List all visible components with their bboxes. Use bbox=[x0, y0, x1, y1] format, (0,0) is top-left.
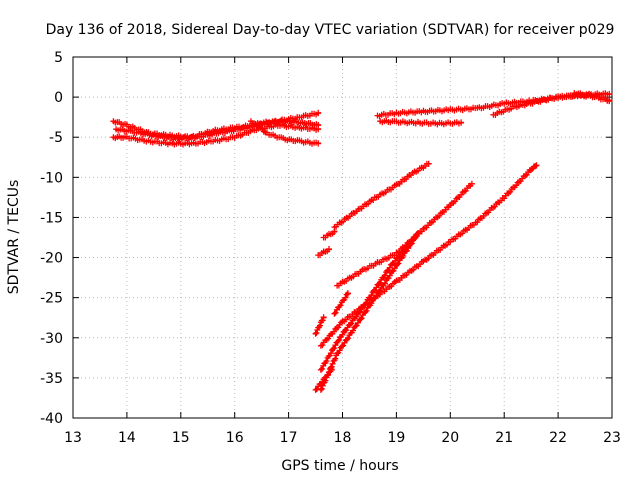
series-track-c3 bbox=[320, 228, 338, 241]
series-track-c7 bbox=[317, 162, 540, 349]
series-markers bbox=[315, 246, 332, 259]
series-track-b2 bbox=[377, 117, 465, 128]
x-tick-label: 14 bbox=[118, 430, 136, 446]
series-track-a4 bbox=[247, 118, 322, 147]
x-tick-label: 22 bbox=[549, 430, 567, 446]
x-tick-label: 20 bbox=[441, 430, 459, 446]
series-track-c9 bbox=[331, 290, 351, 317]
x-axis-title: GPS time / hours bbox=[281, 458, 398, 474]
series-markers bbox=[312, 314, 327, 337]
x-tick-label: 13 bbox=[64, 430, 82, 446]
x-tick-label: 18 bbox=[334, 430, 352, 446]
y-tick-label: -40 bbox=[40, 411, 63, 427]
series-markers bbox=[377, 117, 465, 128]
series-track-c10 bbox=[312, 366, 335, 393]
series-track-b4 bbox=[571, 90, 613, 105]
series-markers bbox=[571, 90, 613, 105]
y-tick-label: 0 bbox=[54, 90, 63, 106]
series-track-c2 bbox=[315, 246, 332, 259]
y-axis-title: SDTVAR / TECUs bbox=[6, 180, 22, 295]
series-markers bbox=[312, 366, 335, 393]
series-markers bbox=[334, 180, 475, 289]
x-tick-label: 23 bbox=[603, 430, 621, 446]
series-markers bbox=[317, 162, 540, 349]
y-tick-label: -5 bbox=[49, 130, 63, 146]
y-tick-label: -35 bbox=[40, 371, 63, 387]
axis-ticks: 13 14 15 16 17 18 19 20 21 22 23 5 0 -5 -10 -15 -20 -25 -3… bbox=[40, 50, 621, 446]
series-track-c8 bbox=[312, 314, 327, 337]
x-tick-label: 21 bbox=[495, 430, 513, 446]
series-markers bbox=[317, 230, 421, 393]
x-tick-label: 16 bbox=[226, 430, 244, 446]
y-tick-label: 5 bbox=[54, 50, 63, 66]
series-track-a2 bbox=[110, 121, 322, 148]
series-markers bbox=[247, 118, 322, 147]
series-track-c4 bbox=[334, 180, 475, 289]
series-markers bbox=[110, 121, 322, 148]
grid-lines bbox=[73, 57, 612, 418]
data-points bbox=[110, 90, 613, 393]
chart-title: Day 136 of 2018, Sidereal Day-to-day VTE… bbox=[46, 22, 615, 38]
series-markers bbox=[331, 290, 351, 317]
series-markers bbox=[320, 228, 338, 241]
x-tick-label: 17 bbox=[280, 430, 298, 446]
y-tick-label: -20 bbox=[40, 251, 63, 267]
series-track-c1 bbox=[331, 160, 432, 231]
x-tick-label: 19 bbox=[387, 430, 405, 446]
y-tick-label: -30 bbox=[40, 331, 63, 347]
y-tick-label: -15 bbox=[40, 210, 63, 226]
y-tick-label: -25 bbox=[40, 291, 63, 307]
series-track-c5 bbox=[317, 230, 421, 393]
y-tick-label: -10 bbox=[40, 170, 63, 186]
x-tick-label: 15 bbox=[172, 430, 190, 446]
series-markers bbox=[331, 160, 432, 231]
